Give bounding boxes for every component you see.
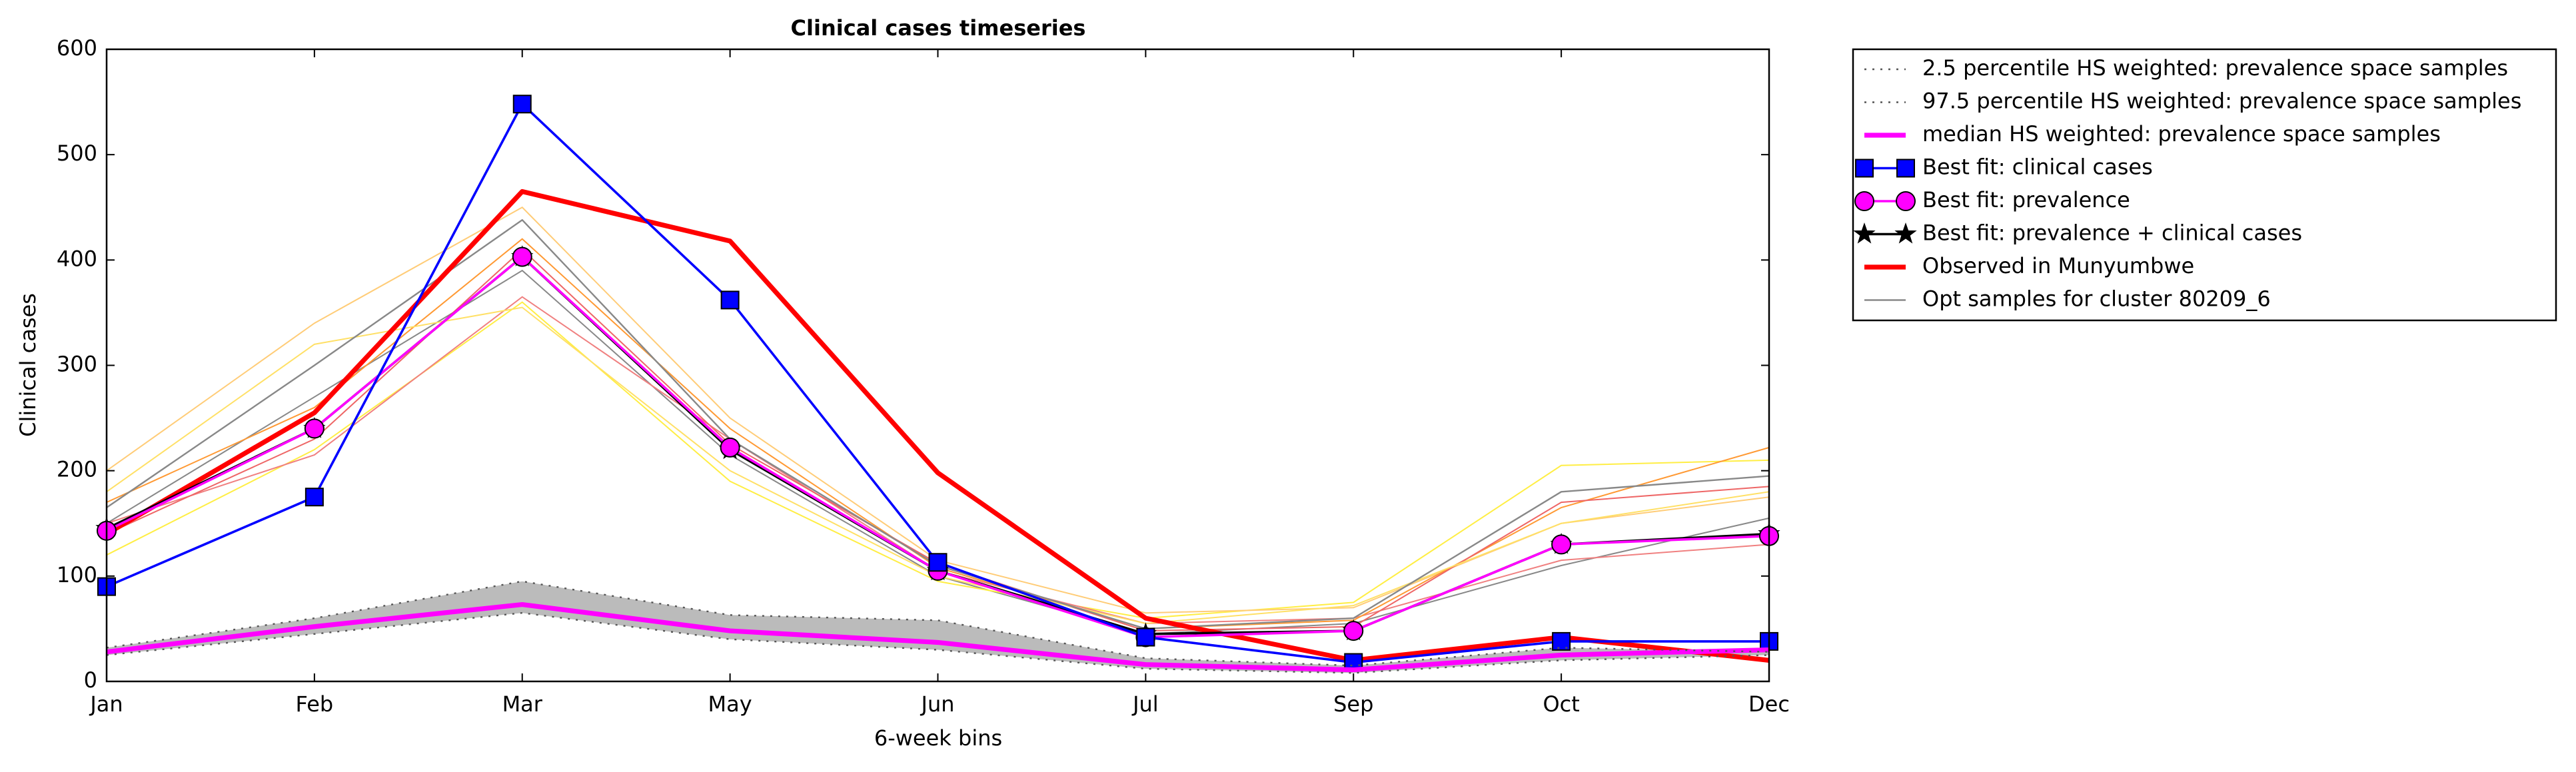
chart-title: Clinical cases timeseries xyxy=(791,15,1086,41)
x-tick-label: Mar xyxy=(502,691,543,717)
circle-marker xyxy=(512,246,532,267)
legend: 2.5 percentile HS weighted: prevalence s… xyxy=(1852,48,2557,322)
x-tick-label: Sep xyxy=(1333,691,1373,717)
y-axis-label: Clinical cases xyxy=(15,293,41,437)
legend-label: Observed in Munyumbwe xyxy=(1922,253,2194,278)
x-tick-label: Jul xyxy=(1131,691,1159,717)
x-tick-label: Oct xyxy=(1543,691,1579,717)
circle-marker xyxy=(720,437,740,458)
circle-marker xyxy=(1551,534,1572,555)
sample-line xyxy=(106,206,1770,614)
y-tick-label: 100 xyxy=(57,562,97,587)
star-marker xyxy=(1853,222,1876,244)
legend-label: Best fit: prevalence + clinical cases xyxy=(1922,220,2302,246)
x-tick-label: Jun xyxy=(920,691,955,717)
circle-marker xyxy=(304,418,324,439)
y-tick-label: 600 xyxy=(57,35,97,61)
legend-box xyxy=(1852,48,2557,322)
legend-label: Opt samples for cluster 80209_6 xyxy=(1922,286,2271,312)
circle-marker xyxy=(1854,191,1874,211)
square-marker xyxy=(720,290,740,310)
x-tick-label: Dec xyxy=(1748,691,1790,717)
y-tick-label: 0 xyxy=(84,667,97,693)
square-marker xyxy=(1855,159,1874,178)
series-line xyxy=(106,601,1770,673)
y-tick-label: 200 xyxy=(57,457,97,482)
x-axis-label: 6-week bins xyxy=(874,725,1002,751)
square-marker xyxy=(512,95,532,114)
legend-label: median HS weighted: prevalence space sam… xyxy=(1922,121,2441,147)
legend-label: Best fit: clinical cases xyxy=(1922,155,2153,180)
x-tick-label: Feb xyxy=(296,691,334,717)
legend-label: 2.5 percentile HS weighted: prevalence s… xyxy=(1922,55,2508,81)
square-marker xyxy=(1136,627,1155,647)
y-tick-label: 400 xyxy=(57,246,97,271)
square-marker xyxy=(1552,631,1571,651)
sample-line xyxy=(106,301,1770,619)
circle-marker xyxy=(1343,621,1364,641)
series-line xyxy=(106,580,1770,667)
legend-label: 97.5 percentile HS weighted: prevalence … xyxy=(1922,89,2521,114)
square-marker xyxy=(305,488,324,507)
series-line xyxy=(105,189,1770,663)
y-tick-label: 300 xyxy=(57,352,97,377)
star-marker xyxy=(1894,222,1917,244)
x-tick-label: Jan xyxy=(89,691,123,717)
square-marker xyxy=(928,553,948,572)
square-marker xyxy=(1896,159,1915,178)
circle-marker xyxy=(1896,191,1916,211)
x-tick-label: May xyxy=(708,691,752,717)
y-tick-label: 500 xyxy=(57,141,97,166)
legend-label: Best fit: prevalence xyxy=(1922,187,2130,212)
